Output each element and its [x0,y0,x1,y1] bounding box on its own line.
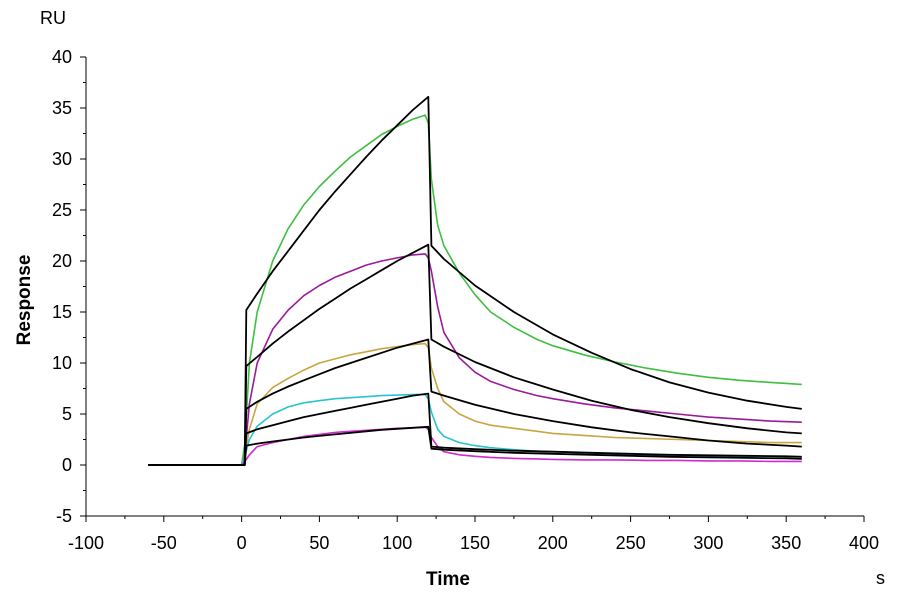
x-tick-label: -50 [151,533,177,553]
y-tick-label: 0 [62,455,72,475]
y-tick-label: 20 [52,251,72,271]
y-axis-title: Response [14,255,35,346]
y-tick-label: 40 [52,47,72,67]
x-axis-title: Time [426,569,470,590]
y-tick-label: 5 [62,404,72,424]
y-tick-label: 30 [52,149,72,169]
x-unit-label: s [876,568,885,588]
x-tick-label: 300 [693,533,723,553]
x-tick-label: 250 [616,533,646,553]
x-tick-label: 0 [237,533,247,553]
fit-curve-10 [148,425,802,466]
x-tick-label: 350 [771,533,801,553]
y-ticks: -5 0 5 10 15 20 25 30 35 40 [52,47,86,526]
y-tick-label: 15 [52,302,72,322]
x-tick-label: 200 [538,533,568,553]
x-tick-label: 150 [460,533,490,553]
x-ticks: -100 -50 0 50 100 150 200 250 300 350 400 [68,516,879,553]
x-tick-label: 50 [309,533,329,553]
fit-curve-7 [148,243,802,466]
y-unit-label: RU [40,8,66,28]
series-layer [148,95,802,466]
y-tick-label: 10 [52,353,72,373]
y-tick-label: 35 [52,98,72,118]
fit-curve-6 [148,95,802,466]
x-tick-label: -100 [68,533,104,553]
y-tick-label: 25 [52,200,72,220]
y-tick-label: -5 [56,506,72,526]
fit-curve-8 [148,338,802,466]
x-tick-label: 100 [382,533,412,553]
fit-curve-9 [148,392,802,466]
x-tick-label: 400 [849,533,879,553]
